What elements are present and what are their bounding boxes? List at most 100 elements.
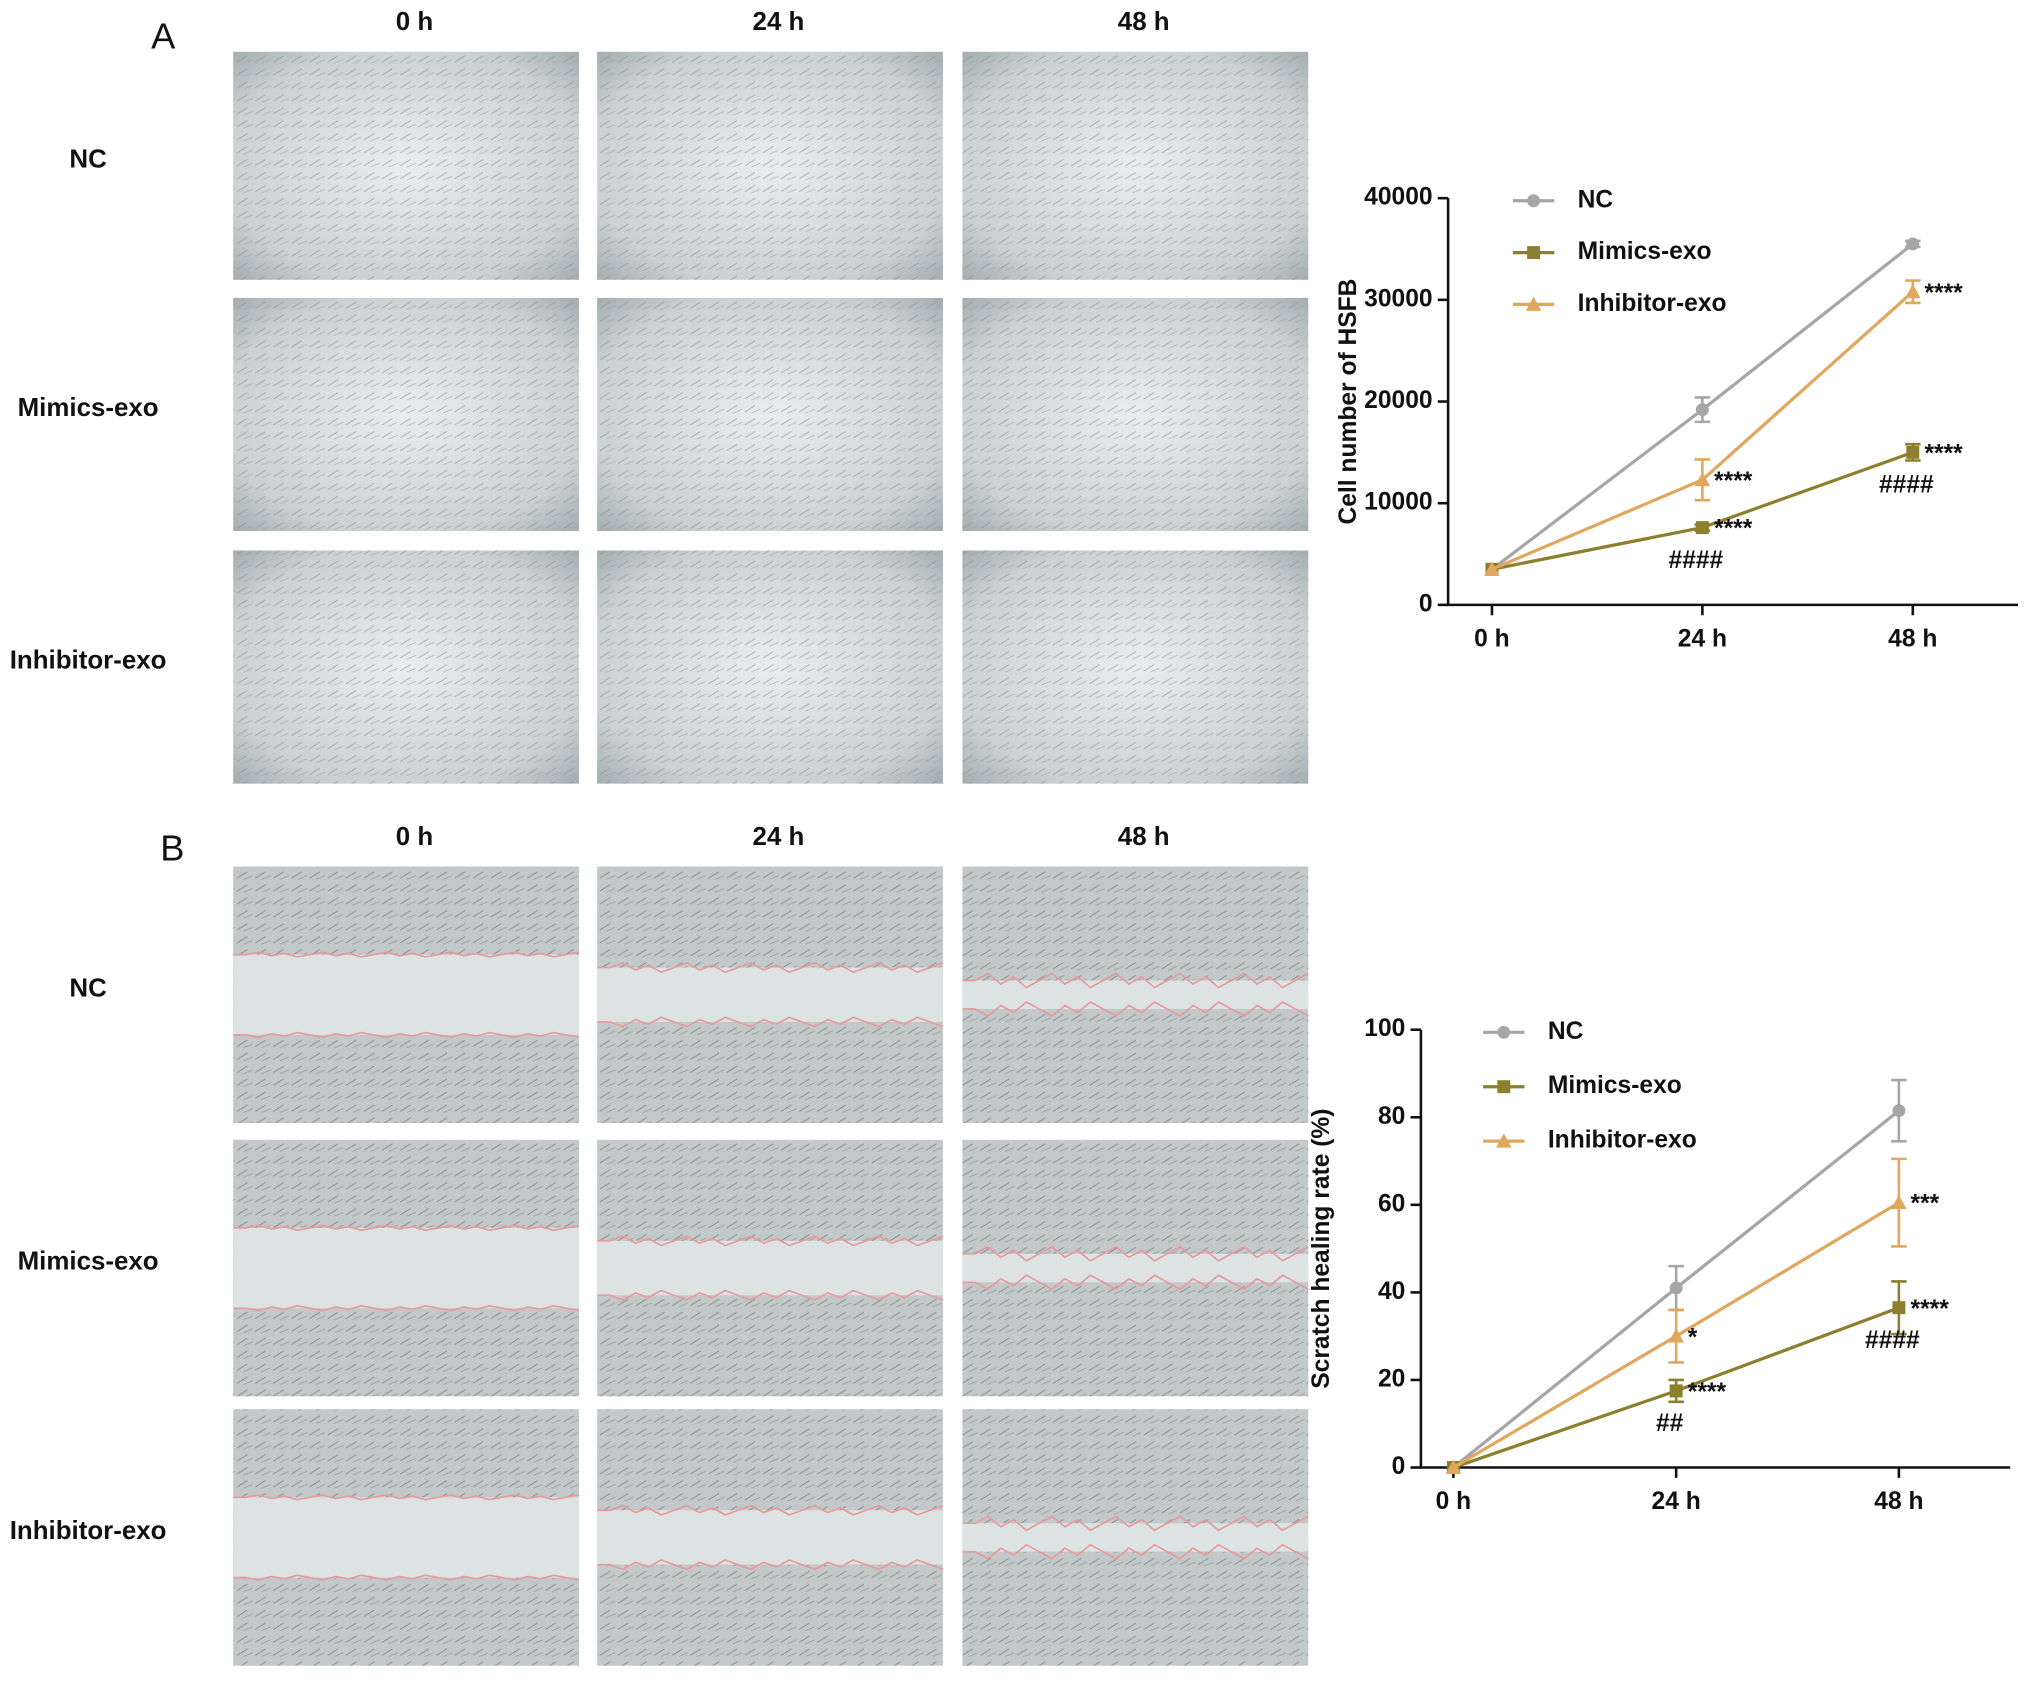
marker bbox=[1497, 1080, 1511, 1094]
marker bbox=[1695, 403, 1709, 417]
scratch-edge bbox=[597, 1235, 944, 1247]
micrograph-cells bbox=[962, 51, 1309, 280]
micrograph-cells bbox=[233, 297, 580, 532]
significance-hashes: #### bbox=[1879, 472, 1934, 499]
y-tick-label: 60 bbox=[1378, 1190, 1405, 1217]
marker bbox=[1891, 1194, 1907, 1210]
x-tick-label: 48 h bbox=[1888, 625, 1937, 652]
significance-stars: *** bbox=[1911, 1191, 1940, 1218]
micrograph-cells bbox=[597, 297, 943, 532]
significance-stars: **** bbox=[1714, 468, 1753, 495]
legend-label: Mimics-exo bbox=[1578, 238, 1712, 265]
axis bbox=[1446, 198, 2019, 607]
scratch-edge bbox=[962, 1515, 1309, 1532]
scratch-edge bbox=[962, 1245, 1309, 1262]
marker bbox=[1496, 1133, 1512, 1148]
panel-label: A bbox=[151, 15, 176, 56]
marker bbox=[1892, 1301, 1906, 1315]
marker bbox=[1906, 237, 1920, 251]
micrograph-cells bbox=[962, 550, 1309, 784]
significance-stars: **** bbox=[1924, 280, 1963, 307]
legend-label: NC bbox=[1548, 1018, 1584, 1045]
marker bbox=[1445, 1459, 1462, 1474]
marker bbox=[1669, 1384, 1683, 1398]
significance-stars: * bbox=[1688, 1324, 1698, 1351]
scratch-gap bbox=[597, 1510, 943, 1565]
marker bbox=[1527, 194, 1541, 208]
y-tick-label: 0 bbox=[1392, 1453, 1406, 1480]
x-tick-label: 0 h bbox=[1436, 1488, 1472, 1515]
row-label: Mimics-exo bbox=[18, 394, 159, 422]
marker bbox=[1905, 283, 1921, 299]
column-header: 0 h bbox=[396, 823, 433, 851]
scratch-gap bbox=[597, 1240, 943, 1296]
marker bbox=[1695, 521, 1709, 535]
significance-hashes: ## bbox=[1656, 1410, 1684, 1437]
row-label: NC bbox=[69, 145, 106, 173]
scratch-edge bbox=[962, 1274, 1309, 1291]
micrograph-cells bbox=[962, 297, 1309, 532]
y-tick-label: 20000 bbox=[1364, 387, 1432, 414]
scratch-edge bbox=[233, 1305, 580, 1312]
scratch-gap bbox=[233, 954, 580, 1035]
significance-stars: **** bbox=[1688, 1379, 1727, 1406]
panel-label: B bbox=[160, 828, 184, 869]
column-header: 0 h bbox=[396, 8, 433, 36]
significance-stars: **** bbox=[1924, 440, 1963, 467]
legend-label: NC bbox=[1578, 186, 1614, 213]
scratch-edge bbox=[233, 1494, 580, 1501]
column-header: 48 h bbox=[1118, 8, 1170, 36]
row-label: NC bbox=[69, 974, 106, 1002]
y-axis-label: Cell number of HSFB bbox=[1335, 279, 1362, 525]
scratch-edge bbox=[597, 1289, 944, 1301]
x-tick-label: 0 h bbox=[1474, 625, 1510, 652]
micrograph-cells bbox=[597, 51, 943, 280]
y-tick-label: 20 bbox=[1378, 1365, 1405, 1392]
micrograph-cells bbox=[597, 550, 943, 784]
row-label: Inhibitor-exo bbox=[10, 647, 167, 675]
marker bbox=[1892, 1104, 1906, 1118]
marker bbox=[1669, 1281, 1683, 1295]
scratch-edge bbox=[233, 1224, 580, 1232]
marker bbox=[1525, 296, 1542, 311]
micrograph-cells bbox=[233, 51, 580, 280]
micrograph-cells bbox=[233, 550, 580, 784]
scratch-edge bbox=[597, 961, 944, 974]
legend-label: Mimics-exo bbox=[1548, 1072, 1682, 1099]
marker bbox=[1527, 246, 1541, 260]
scratch-edge bbox=[233, 1031, 580, 1039]
significance-hashes: #### bbox=[1865, 1327, 1920, 1354]
significance-stars: **** bbox=[1714, 516, 1753, 543]
column-header: 24 h bbox=[753, 823, 805, 851]
scratch-gap bbox=[962, 1253, 1309, 1283]
scratch-edge bbox=[233, 1574, 580, 1581]
scratch-edge bbox=[962, 1000, 1309, 1018]
y-tick-label: 40000 bbox=[1364, 184, 1432, 211]
marker bbox=[1694, 472, 1711, 487]
row-label: Mimics-exo bbox=[18, 1248, 159, 1276]
marker bbox=[1484, 561, 1500, 576]
marker bbox=[1497, 1025, 1511, 1039]
scratch-edge bbox=[233, 951, 580, 958]
significance-hashes: #### bbox=[1669, 547, 1724, 574]
scratch-edge bbox=[597, 1016, 944, 1028]
y-tick-label: 80 bbox=[1378, 1103, 1405, 1130]
scratch-gap bbox=[597, 967, 943, 1022]
scratch-gap bbox=[962, 1523, 1309, 1552]
row-label: Inhibitor-exo bbox=[10, 1517, 167, 1545]
marker bbox=[1668, 1328, 1684, 1343]
legend-label: Inhibitor-exo bbox=[1548, 1127, 1697, 1154]
y-tick-label: 30000 bbox=[1364, 285, 1432, 312]
legend-label: Inhibitor-exo bbox=[1578, 290, 1727, 317]
significance-stars: **** bbox=[1911, 1296, 1950, 1323]
scratch-edge bbox=[597, 1559, 944, 1571]
scratch-edge bbox=[597, 1504, 944, 1516]
scratch-edge bbox=[962, 972, 1309, 989]
scratch-gap bbox=[233, 1497, 580, 1578]
x-tick-label: 48 h bbox=[1874, 1488, 1923, 1515]
y-tick-label: 0 bbox=[1419, 590, 1433, 617]
y-tick-label: 10000 bbox=[1364, 489, 1432, 516]
scratch-edge bbox=[962, 1543, 1309, 1560]
column-header: 48 h bbox=[1118, 823, 1170, 851]
